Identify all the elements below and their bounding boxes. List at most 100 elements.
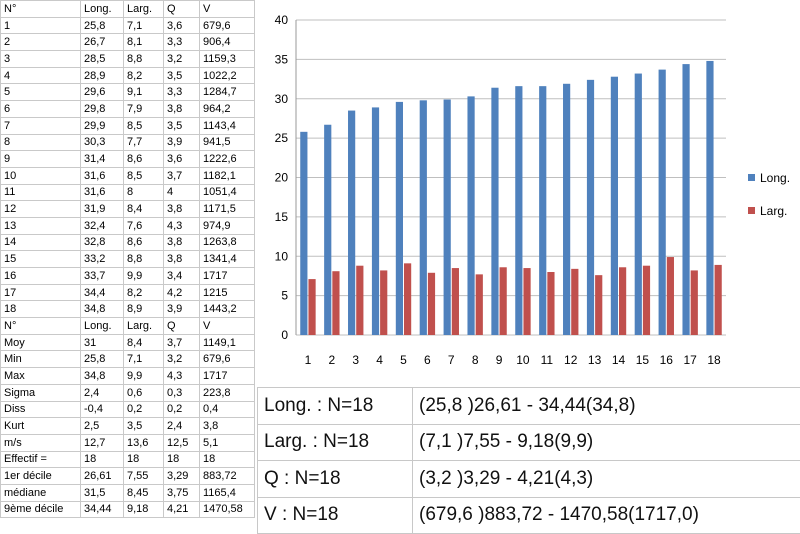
table-cell: 33,2 <box>81 251 124 268</box>
table-cell: 18 <box>200 451 255 468</box>
table-cell: 18 <box>1 301 81 318</box>
bar-larg <box>691 270 698 335</box>
table-cell: 7,6 <box>124 217 164 234</box>
bar-larg <box>500 267 507 335</box>
bar-long <box>372 107 379 335</box>
table-cell: 29,8 <box>81 101 124 118</box>
table-cell: 1717 <box>200 368 255 385</box>
table-cell: 1051,4 <box>200 184 255 201</box>
x-tick-label: 2 <box>328 353 335 367</box>
table-cell: 223,8 <box>200 384 255 401</box>
table-cell: 1159,3 <box>200 51 255 68</box>
y-tick-label: 40 <box>275 13 289 27</box>
legend-swatch <box>748 174 755 181</box>
y-tick-label: 15 <box>275 210 289 224</box>
table-cell: 3,5 <box>124 418 164 435</box>
bar-larg <box>595 275 602 335</box>
table-cell: 1143,4 <box>200 117 255 134</box>
table-cell: 3,9 <box>164 301 200 318</box>
x-tick-label: 15 <box>636 353 650 367</box>
table-cell: 25,8 <box>81 17 124 34</box>
table-cell: Q <box>164 1 200 18</box>
bar-larg <box>571 269 578 335</box>
table-cell: 3,8 <box>164 251 200 268</box>
table-cell: 32,8 <box>81 234 124 251</box>
table-cell: Effectif = <box>1 451 81 468</box>
table-cell: 34,8 <box>81 368 124 385</box>
bar-larg <box>356 266 363 335</box>
x-tick-label: 5 <box>400 353 407 367</box>
table-cell: 3,3 <box>164 34 200 51</box>
table-cell: Larg. <box>124 1 164 18</box>
table-cell: 3,8 <box>164 101 200 118</box>
table-cell: Moy <box>1 334 81 351</box>
bar-long <box>300 132 307 335</box>
x-tick-label: 9 <box>496 353 503 367</box>
table-cell: 1341,4 <box>200 251 255 268</box>
table-cell: 28,9 <box>81 67 124 84</box>
table-cell: 1215 <box>200 284 255 301</box>
bar-long <box>324 125 331 335</box>
table-cell: 1717 <box>200 268 255 285</box>
table-cell: Kurt <box>1 418 81 435</box>
table-cell: 12,5 <box>164 434 200 451</box>
bar-long <box>396 102 403 335</box>
summary-label: V : N=18 <box>258 497 413 534</box>
table-cell: 3,4 <box>164 268 200 285</box>
x-tick-label: 18 <box>707 353 721 367</box>
bar-long <box>491 88 498 335</box>
table-cell: 5,1 <box>200 434 255 451</box>
table-cell: 4,3 <box>164 368 200 385</box>
table-cell: 31,6 <box>81 167 124 184</box>
table-cell: 3,75 <box>164 484 200 501</box>
legend-label: Long. <box>760 171 790 185</box>
table-cell: 31 <box>81 334 124 351</box>
table-cell: 974,9 <box>200 217 255 234</box>
table-cell: 3,5 <box>164 117 200 134</box>
table-cell: 883,72 <box>200 468 255 485</box>
table-cell: 7,7 <box>124 134 164 151</box>
table-cell: 1022,2 <box>200 67 255 84</box>
table-cell: 4 <box>164 184 200 201</box>
table-cell: 1470,58 <box>200 501 255 518</box>
table-cell: 9 <box>1 151 81 168</box>
table-cell: 8,2 <box>124 284 164 301</box>
table-cell: 0,3 <box>164 384 200 401</box>
table-cell: 3,7 <box>164 167 200 184</box>
bar-larg <box>452 268 459 335</box>
table-cell: 7 <box>1 117 81 134</box>
summary-range: (7,1 )7,55 - 9,18(9,9) <box>413 424 800 461</box>
table-cell: 18 <box>164 451 200 468</box>
x-tick-label: 13 <box>588 353 602 367</box>
bar-larg <box>667 257 674 335</box>
bar-larg <box>332 271 339 335</box>
table-cell: 1149,1 <box>200 334 255 351</box>
table-cell: 3,9 <box>164 134 200 151</box>
y-tick-label: 20 <box>275 171 289 185</box>
summary-range: (679,6 )883,72 - 1470,58(1717,0) <box>413 497 800 534</box>
table-cell: 18 <box>81 451 124 468</box>
table-cell: 3,8 <box>200 418 255 435</box>
table-cell: 8,4 <box>124 201 164 218</box>
table-cell: 7,1 <box>124 17 164 34</box>
table-cell: 1165,4 <box>200 484 255 501</box>
legend-label: Larg. <box>760 204 787 218</box>
legend-swatch <box>748 207 755 214</box>
table-cell: 3,6 <box>164 17 200 34</box>
table-cell: 3,6 <box>164 151 200 168</box>
x-tick-label: 10 <box>516 353 530 367</box>
table-cell: 8,9 <box>124 301 164 318</box>
bar-larg <box>643 266 650 335</box>
table-cell: 5 <box>1 84 81 101</box>
table-cell: 8 <box>124 184 164 201</box>
table-cell: 8,1 <box>124 34 164 51</box>
table-cell: 1263,8 <box>200 234 255 251</box>
table-cell: 8,2 <box>124 67 164 84</box>
